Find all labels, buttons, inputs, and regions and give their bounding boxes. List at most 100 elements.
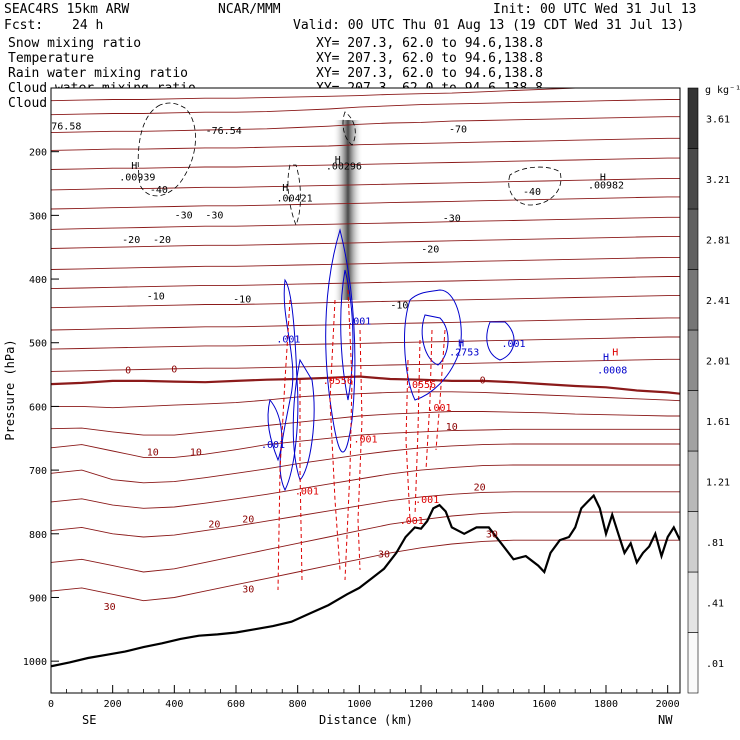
contour-label-20: -10 — [233, 295, 251, 306]
contour-label-34: .0556 — [406, 380, 436, 391]
cloud-ice-contours — [137, 102, 562, 227]
temperature-contour-5 — [51, 177, 680, 191]
x-tick-label-4: 800 — [289, 699, 307, 710]
colorbar-label-6: 2.41 — [706, 296, 730, 307]
temperature-contour-7 — [51, 216, 680, 230]
colorbar-seg-6 — [687, 269, 699, 331]
contour-label-30: 0 — [125, 365, 131, 376]
nw-label: NW — [658, 713, 673, 727]
se-label: SE — [82, 713, 96, 727]
colorbar-label-9: 3.61 — [706, 114, 730, 125]
contour-label-3: H — [131, 161, 137, 172]
contour-label-38: .001 — [353, 435, 377, 446]
y-tick-label-6: 800 — [29, 530, 47, 541]
contour-label-39: 10 — [147, 448, 159, 459]
y-tick-label-1: 300 — [29, 211, 47, 222]
temperature-contour-0 — [51, 88, 599, 102]
contour-label-13: -30 — [175, 211, 193, 222]
temperature-contour-6 — [51, 196, 680, 210]
contour-label-37: .001 — [261, 440, 285, 451]
temperature-contour-3 — [51, 137, 680, 151]
colorbar-label-7: 2.81 — [706, 235, 730, 246]
contour-label-0: -76.58 — [45, 121, 81, 132]
y-tick-label-2: 400 — [29, 275, 47, 286]
colorbar-seg-8 — [687, 148, 699, 210]
contour-label-24: .001 — [501, 339, 525, 350]
colorbar-label-4: 1.61 — [706, 417, 730, 428]
colorbar-seg-4 — [687, 390, 699, 452]
y-axis-label: Pressure (hPa) — [3, 339, 17, 440]
contour-label-47: 30 — [486, 530, 498, 541]
temperature-contours — [51, 88, 680, 602]
colorbar-label-3: 1.21 — [706, 477, 730, 488]
temperature-contour-9 — [51, 256, 680, 270]
contour-label-46: .001 — [400, 516, 424, 527]
contour-label-27: H — [612, 348, 618, 359]
contour-label-18: -20 — [421, 244, 439, 255]
temperature-contour-19 — [51, 443, 680, 484]
contour-label-36: 10 — [446, 422, 458, 433]
y-tick-label-0: 200 — [29, 148, 47, 159]
contour-label-16: -20 — [122, 235, 140, 246]
contour-label-12: -40 — [523, 187, 541, 198]
colorbar-seg-7 — [687, 208, 699, 270]
colorbar-seg-5 — [687, 329, 699, 391]
temperature-contour-17 — [51, 411, 680, 436]
y-tick-label-4: 600 — [29, 402, 47, 413]
contour-label-49: 30 — [242, 584, 254, 595]
init-time: Init: 00 UTC Wed 31 Jul 13 — [493, 2, 697, 17]
contour-label-19: -10 — [147, 291, 165, 302]
x-axis-label: Distance (km) — [319, 713, 413, 727]
rain-water-contours — [277, 289, 446, 591]
x-tick-label-1: 200 — [104, 699, 122, 710]
model-title: SEAC4RS 15km ARW — [4, 2, 129, 17]
colorbar-label-2: .81 — [706, 538, 724, 549]
contour-label-44: 20 — [208, 519, 220, 530]
colorbar-seg-2 — [687, 511, 699, 573]
contour-label-1: -76.54 — [206, 126, 242, 137]
contour-label-17: -20 — [153, 235, 171, 246]
contour-label-23: .001 — [347, 316, 371, 327]
y-tick-label-5: 700 — [29, 466, 47, 477]
contour-label-4: .00939 — [119, 172, 155, 183]
contour-label-10: H — [600, 172, 606, 183]
temperature-contour-1 — [51, 99, 680, 116]
contour-label-35: .001 — [427, 403, 451, 414]
contour-label-31: 0 — [171, 365, 177, 376]
temperature-contour-23 — [51, 539, 680, 602]
temperature-contour-12 — [51, 317, 680, 331]
field-xy-0: XY= 207.3, 62.0 to 94.6,138.8 — [316, 36, 543, 51]
x-tick-label-10: 2000 — [656, 699, 680, 710]
x-tick-label-3: 600 — [227, 699, 245, 710]
contour-label-11: .00982 — [588, 181, 624, 192]
colorbar-label-5: 2.01 — [706, 356, 730, 367]
contour-label-40: 10 — [190, 448, 202, 459]
colorbar-seg-3 — [687, 450, 699, 512]
contour-label-32: 0 — [480, 376, 486, 387]
temperature-contour-15 — [51, 375, 680, 395]
colorbar-seg-0 — [687, 632, 699, 694]
field-xy-1: XY= 207.3, 62.0 to 94.6,138.8 — [316, 51, 543, 66]
temperature-contour-13 — [51, 336, 680, 350]
plot-area: -76.58 -76.54 -70H.00939-40H.00296H.00421H… — [23, 87, 681, 710]
contour-label-21: -10 — [390, 300, 408, 311]
temperature-contour-14 — [51, 358, 680, 372]
contour-label-9: .00421 — [277, 193, 313, 204]
temperature-contour-18 — [51, 428, 680, 458]
contour-label-41: .001 — [295, 486, 319, 497]
contour-label-26: .2753 — [449, 348, 479, 359]
temperature-contour-11 — [51, 295, 680, 309]
forecast-label: Fcst: — [4, 18, 43, 33]
contour-label-45: 20 — [242, 514, 254, 525]
contour-label-15: -30 — [443, 214, 461, 225]
y-axis-ticks: 200 300 400 500 600 700 800 900 1000 — [23, 148, 59, 668]
forecast-value: 24 h — [72, 18, 103, 33]
field-name-2: Rain water mixing ratio — [8, 66, 188, 81]
contour-labels: -76.58 -76.54 -70H.00939-40H.00296H.00421H… — [45, 121, 627, 613]
colorbar-seg-1 — [687, 571, 699, 633]
x-tick-label-9: 1800 — [594, 699, 618, 710]
contour-label-28: H — [603, 353, 609, 364]
contour-label-50: 30 — [104, 602, 116, 613]
contour-label-6: H — [335, 155, 341, 166]
x-tick-label-7: 1400 — [471, 699, 495, 710]
